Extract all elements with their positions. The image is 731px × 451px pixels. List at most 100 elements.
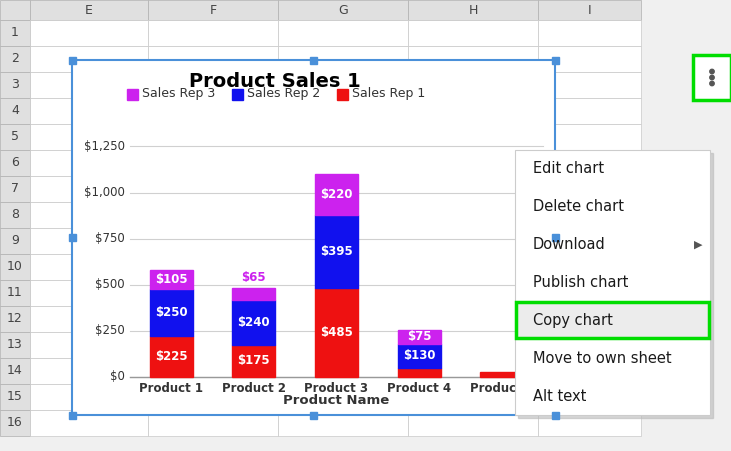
Bar <box>30 384 148 410</box>
Bar <box>0 280 30 306</box>
Bar <box>148 384 278 410</box>
Text: Download: Download <box>533 237 606 252</box>
Bar <box>232 300 276 345</box>
Bar <box>315 288 358 377</box>
Circle shape <box>710 69 714 74</box>
Bar <box>538 202 641 228</box>
Text: Product Sales 1: Product Sales 1 <box>189 72 360 91</box>
Bar <box>538 384 641 410</box>
Bar <box>0 332 30 358</box>
Bar <box>408 332 538 358</box>
Text: $485: $485 <box>320 326 353 339</box>
Bar <box>148 150 278 176</box>
Text: $1,250: $1,250 <box>84 140 125 153</box>
Bar <box>150 270 193 290</box>
Bar <box>408 306 538 332</box>
Bar <box>337 88 348 100</box>
Bar <box>0 384 30 410</box>
Bar <box>278 46 408 72</box>
Bar <box>408 280 538 306</box>
Bar <box>69 411 75 419</box>
Bar <box>278 72 408 98</box>
Bar <box>0 254 30 280</box>
Bar <box>30 202 148 228</box>
Bar <box>69 234 75 241</box>
Bar <box>398 330 441 344</box>
Bar <box>693 55 731 100</box>
Bar <box>408 202 538 228</box>
Bar <box>408 124 538 150</box>
Text: Alt text: Alt text <box>533 389 586 404</box>
Bar <box>408 0 538 20</box>
Bar <box>408 384 538 410</box>
Bar <box>408 254 538 280</box>
Text: $75: $75 <box>407 331 431 343</box>
Text: $105: $105 <box>155 273 188 286</box>
Bar <box>516 303 709 338</box>
Bar <box>30 410 148 436</box>
Bar <box>408 98 538 124</box>
Bar <box>538 358 641 384</box>
Bar <box>30 254 148 280</box>
Bar <box>538 306 641 332</box>
Bar <box>0 98 30 124</box>
Bar <box>148 176 278 202</box>
Text: $250: $250 <box>95 324 125 337</box>
Bar <box>0 72 30 98</box>
Text: 14: 14 <box>7 364 23 377</box>
Bar <box>315 174 358 215</box>
Bar <box>148 280 278 306</box>
Bar <box>0 228 30 254</box>
Bar <box>310 411 317 419</box>
Text: 8: 8 <box>11 208 19 221</box>
Bar <box>30 72 148 98</box>
Bar <box>0 410 30 436</box>
Bar <box>148 46 278 72</box>
Bar <box>551 411 558 419</box>
Bar <box>538 0 641 20</box>
Bar <box>148 0 278 20</box>
Text: Product Name: Product Name <box>284 394 390 407</box>
Bar <box>30 228 148 254</box>
Bar <box>518 153 713 418</box>
Text: Publish chart: Publish chart <box>533 275 629 290</box>
Text: $130: $130 <box>403 349 436 362</box>
Bar <box>408 20 538 46</box>
Bar <box>30 280 148 306</box>
Text: Sales Rep 3: Sales Rep 3 <box>142 87 215 101</box>
Bar <box>408 358 538 384</box>
Bar <box>278 124 408 150</box>
Bar <box>148 20 278 46</box>
Bar <box>398 344 441 368</box>
Text: 2: 2 <box>11 52 19 65</box>
Bar <box>408 150 538 176</box>
Bar <box>148 124 278 150</box>
Text: 4: 4 <box>11 105 19 118</box>
Bar <box>0 150 30 176</box>
Text: Product 4: Product 4 <box>387 382 451 395</box>
Bar <box>278 20 408 46</box>
Bar <box>278 358 408 384</box>
Circle shape <box>710 75 714 80</box>
Bar <box>278 202 408 228</box>
Bar <box>408 46 538 72</box>
Bar <box>0 0 30 20</box>
Text: 13: 13 <box>7 339 23 351</box>
Text: $1,000: $1,000 <box>84 186 125 199</box>
Circle shape <box>710 81 714 86</box>
Bar <box>148 332 278 358</box>
Text: 12: 12 <box>7 313 23 326</box>
Text: $0: $0 <box>110 371 125 383</box>
Bar <box>0 46 30 72</box>
Text: G: G <box>338 4 348 17</box>
Bar <box>0 124 30 150</box>
Text: 10: 10 <box>7 261 23 273</box>
Text: Edit chart: Edit chart <box>533 161 604 176</box>
Bar <box>538 72 641 98</box>
Text: ▶: ▶ <box>694 239 702 250</box>
Text: 7: 7 <box>11 183 19 195</box>
Bar <box>150 290 193 336</box>
Text: E: E <box>85 4 93 17</box>
Bar <box>278 332 408 358</box>
Bar <box>310 56 317 64</box>
